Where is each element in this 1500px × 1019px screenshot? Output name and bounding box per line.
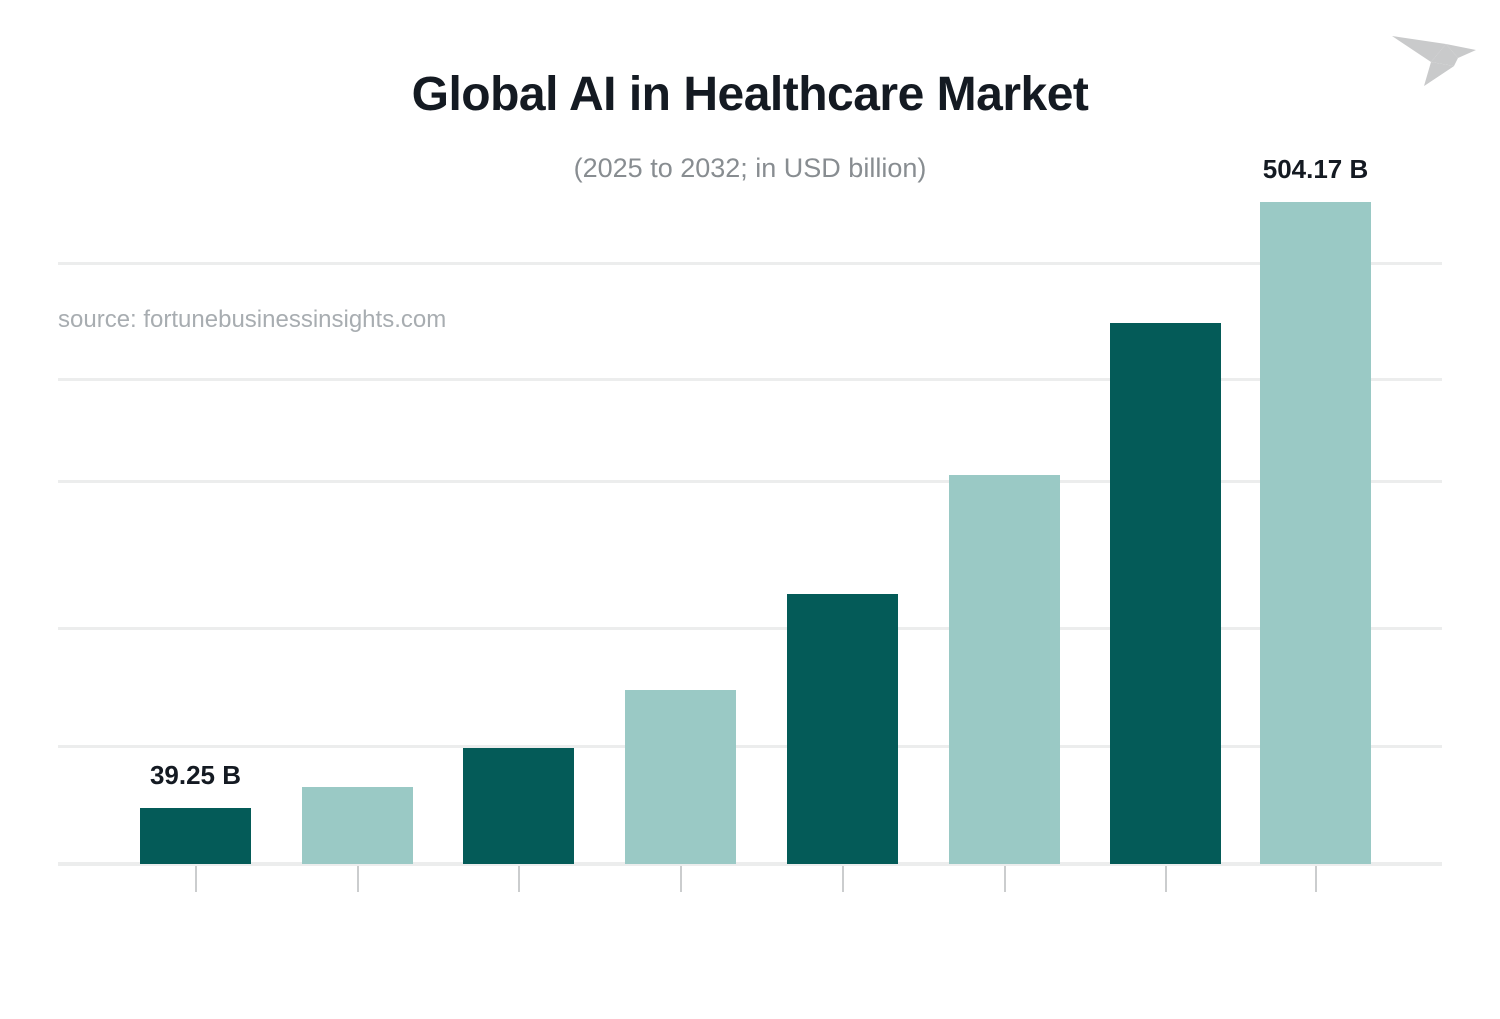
- bar-2027[interactable]: [463, 748, 574, 864]
- x-tick-2032: [1315, 866, 1317, 892]
- gridline-0: [58, 262, 1442, 265]
- bar-2030[interactable]: [949, 475, 1060, 864]
- bar-2026[interactable]: [302, 787, 413, 864]
- x-tick-2026: [357, 866, 359, 892]
- x-tick-2029: [842, 866, 844, 892]
- gridline-3: [58, 627, 1442, 630]
- x-tick-2025: [195, 866, 197, 892]
- x-tick-2031: [1165, 866, 1167, 892]
- x-tick-2028: [680, 866, 682, 892]
- x-axis-baseline: [58, 862, 1442, 865]
- chart-subtitle: (2025 to 2032; in USD billion): [573, 153, 927, 183]
- x-tick-2027: [518, 866, 520, 892]
- bar-2028[interactable]: [625, 690, 736, 864]
- gridline-4: [58, 745, 1442, 748]
- bar-2025[interactable]: [140, 808, 251, 864]
- bar-2029[interactable]: [787, 594, 898, 864]
- origami-bird-logo: [1384, 14, 1484, 94]
- gridline-1: [58, 378, 1442, 381]
- chart-source-label: source: fortunebusinessinsights.com: [58, 306, 447, 333]
- bar-2031[interactable]: [1110, 323, 1221, 864]
- bar-2032[interactable]: [1260, 202, 1371, 864]
- page-title: Global AI in Healthcare Market: [411, 68, 1089, 121]
- x-tick-2030: [1004, 866, 1006, 892]
- value-label-2032: 504.17 B: [1262, 154, 1369, 184]
- gridline-2: [58, 480, 1442, 483]
- value-label-2025: 39.25 B: [149, 760, 242, 790]
